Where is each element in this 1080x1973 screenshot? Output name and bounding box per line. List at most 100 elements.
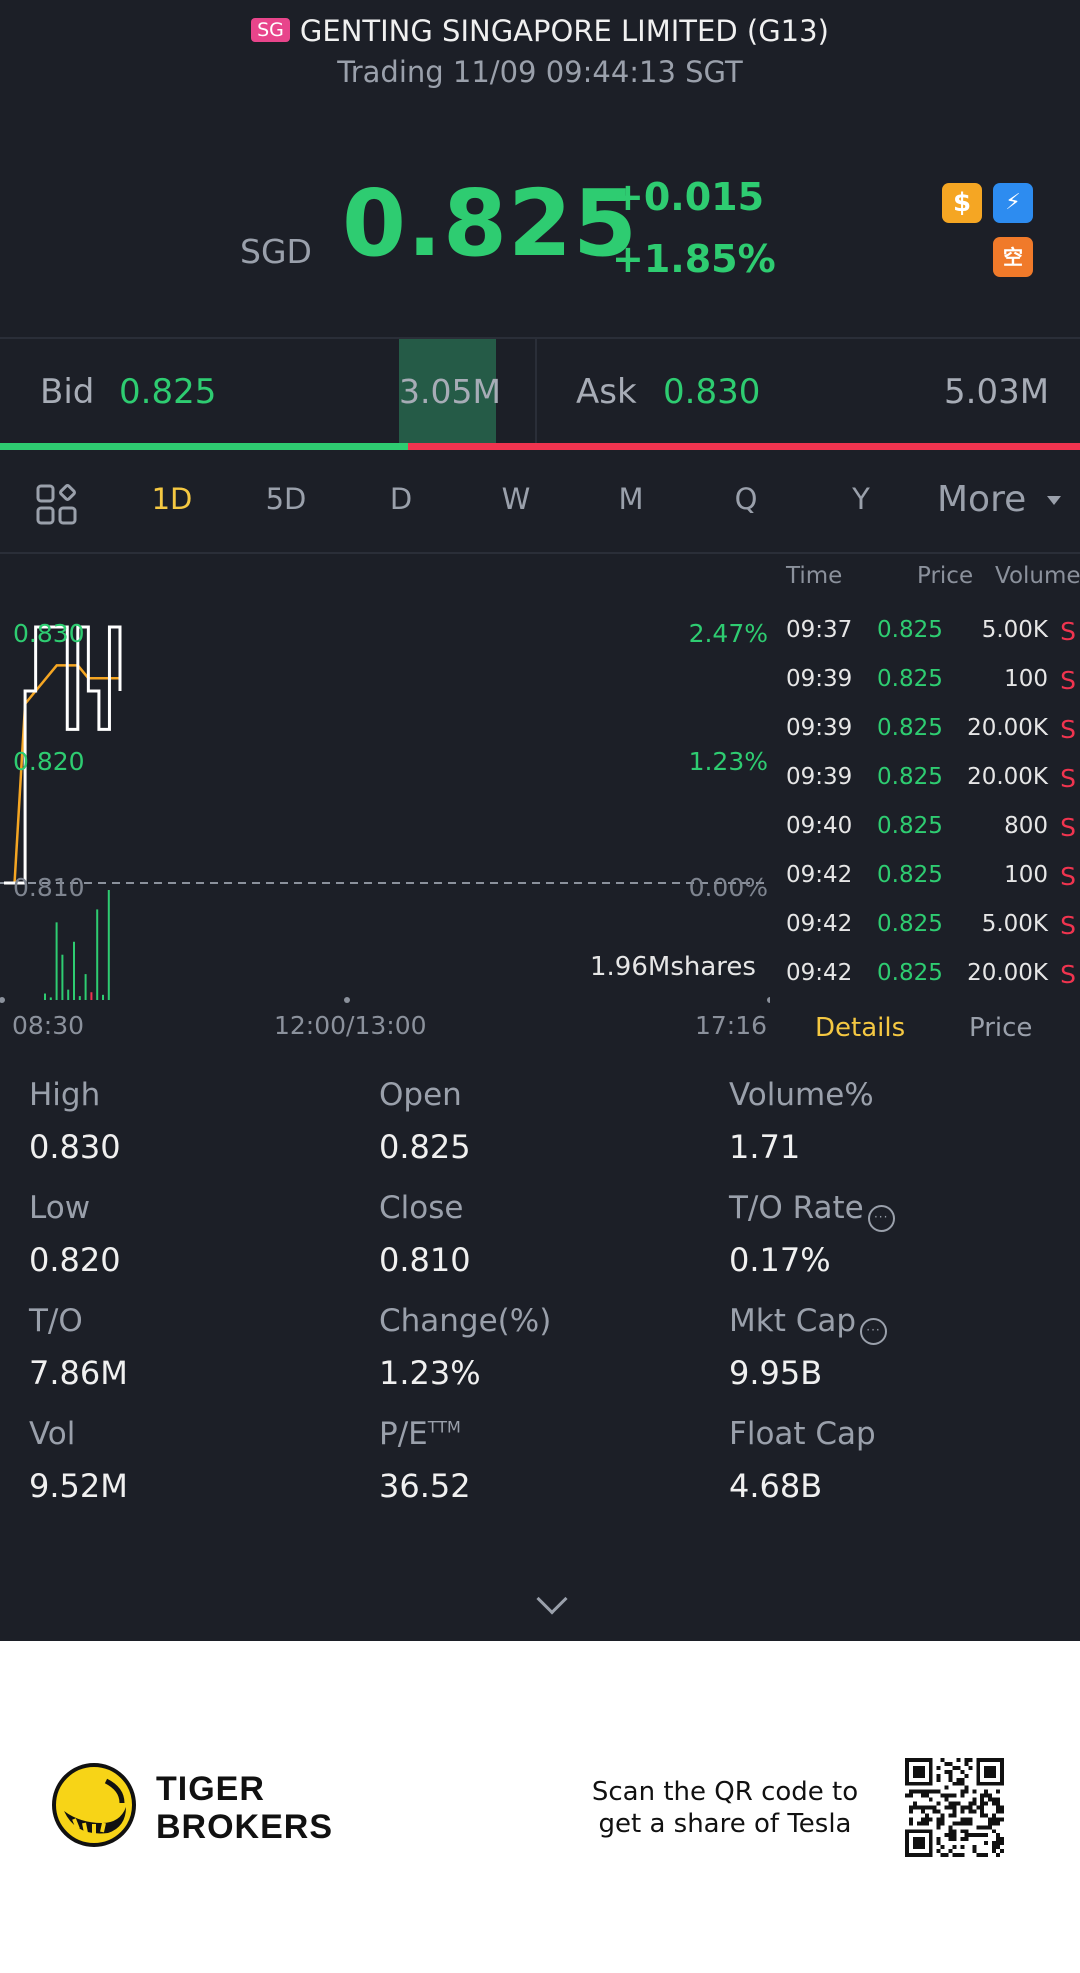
last-price: 0.825: [342, 170, 639, 277]
tab-d[interactable]: D: [389, 482, 413, 516]
ask-label: Ask: [576, 372, 637, 412]
chevron-down-icon[interactable]: [1047, 496, 1061, 505]
trades-header-volume: Volume: [995, 563, 1080, 589]
trade-side: S: [1060, 960, 1076, 989]
trade-side: S: [1060, 813, 1076, 842]
trade-volume: 5.00K: [981, 911, 1048, 937]
stat-mktcap-value: 9.95B: [729, 1354, 823, 1392]
tab-q[interactable]: Q: [734, 482, 758, 516]
tab-m[interactable]: M: [618, 482, 644, 516]
stat-open-label: Open: [379, 1077, 462, 1113]
axis-dot: [0, 997, 5, 1003]
more-info-icon[interactable]: ···: [860, 1318, 888, 1345]
lightning-level1-icon[interactable]: ⚡: [993, 183, 1033, 223]
x-axis-label-close: 17:16: [695, 1011, 768, 1040]
stock-name: GENTING SINGAPORE LIMITED (G13): [299, 14, 829, 48]
ask-price[interactable]: 0.830: [663, 372, 761, 412]
volume-bar: [84, 974, 87, 1000]
tab-1d[interactable]: 1D: [151, 482, 193, 516]
trade-price: 0.825: [877, 617, 943, 643]
stat-high-label: High: [29, 1077, 101, 1113]
stock-title: SG GENTING SINGAPORE LIMITED (G13): [0, 14, 1080, 48]
stat-mktcap-label: Mkt Cap ···: [729, 1303, 888, 1345]
average-price-line: [4, 664, 120, 885]
more-dropdown[interactable]: More: [937, 479, 1027, 520]
trade-price: 0.825: [877, 960, 943, 986]
trade-time: 09:42: [786, 862, 853, 888]
short-sell-icon[interactable]: 空: [993, 237, 1033, 277]
tab-y[interactable]: Y: [852, 482, 870, 516]
tiger-logo-icon: [52, 1763, 136, 1847]
price-line: [4, 625, 122, 885]
divider: [0, 337, 1080, 339]
volume-bar: [78, 996, 81, 1000]
trade-time: 09:40: [786, 813, 853, 839]
trades-header-time: Time: [786, 563, 843, 589]
volume-label: 1.96Mshares: [590, 952, 756, 982]
trade-time: 09:37: [786, 617, 853, 643]
stat-mktcap-label-text: Mkt Cap: [729, 1303, 857, 1339]
tiger-face-icon: [64, 1778, 126, 1834]
trade-row: 09:42 0.825 5.00K S: [770, 911, 1080, 960]
stat-pe-label: P/ETTM: [379, 1416, 461, 1452]
bid-size: 3.05M: [399, 372, 501, 411]
trade-side: S: [1060, 715, 1076, 744]
qr-code[interactable]: [905, 1758, 1004, 1857]
trade-side: S: [1060, 617, 1076, 646]
stat-close-value: 0.810: [379, 1241, 471, 1279]
bid-ask-divider: [535, 339, 537, 445]
trade-price: 0.825: [877, 764, 943, 790]
more-info-icon[interactable]: ···: [867, 1205, 895, 1232]
axis-dot: [344, 997, 350, 1003]
scan-text-line-1: Scan the QR code to: [591, 1777, 859, 1807]
ask-ratio-bar: [408, 443, 1080, 450]
intraday-chart[interactable]: [0, 555, 770, 1010]
dollar-icon[interactable]: $: [942, 183, 982, 223]
volume-bar: [96, 909, 99, 1000]
price-change: +0.015: [612, 175, 765, 219]
volume-bar: [73, 941, 75, 1000]
y-axis-label-low: 0.810: [13, 873, 85, 902]
bid-price[interactable]: 0.825: [119, 372, 217, 412]
stat-torate-label-text: T/O Rate: [729, 1190, 864, 1226]
volume-bar: [67, 989, 70, 1000]
volume-bar: [107, 890, 110, 1000]
trade-price: 0.825: [877, 911, 943, 937]
x-axis-label-midday: 12:00/13:00: [274, 1011, 427, 1040]
trade-price: 0.825: [877, 666, 943, 692]
stat-to-value: 7.86M: [29, 1354, 128, 1392]
brand-line-2: BROKERS: [156, 1808, 334, 1846]
stat-pe-label-text: P/E: [379, 1416, 428, 1452]
x-axis-label-open: 08:30: [12, 1011, 85, 1040]
trade-volume: 800: [1004, 813, 1048, 839]
stat-change-value: 1.23%: [379, 1354, 481, 1392]
volume-bar: [44, 993, 46, 1000]
tab-price[interactable]: Price: [969, 1013, 1033, 1043]
stat-volpct-label: Volume%: [729, 1077, 874, 1113]
trade-side: S: [1060, 911, 1076, 940]
stat-floatcap-value: 4.68B: [729, 1467, 823, 1505]
stat-low-value: 0.820: [29, 1241, 121, 1279]
trade-time: 09:39: [786, 764, 853, 790]
trade-row: 09:42 0.825 100 S: [770, 862, 1080, 911]
price-change-percent: +1.85%: [612, 237, 776, 281]
tab-5d[interactable]: 5D: [265, 482, 307, 516]
stat-close-label: Close: [379, 1190, 464, 1226]
y-axis-label-mid: 0.820: [13, 747, 85, 776]
tab-details[interactable]: Details: [815, 1013, 906, 1043]
divider: [0, 552, 1080, 554]
pct-axis-label-high: 2.47%: [688, 619, 768, 648]
trade-row: 09:39 0.825 20.00K S: [770, 764, 1080, 813]
volume-bar: [49, 997, 52, 1000]
y-axis-label-high: 0.830: [13, 619, 85, 648]
trade-time: 09:42: [786, 911, 853, 937]
layout-grid-icon[interactable]: [36, 484, 78, 526]
trade-price: 0.825: [877, 715, 943, 741]
ask-size: 5.03M: [944, 372, 1050, 412]
trade-price: 0.825: [877, 862, 943, 888]
tab-w[interactable]: W: [501, 482, 531, 516]
stat-volpct-value: 1.71: [729, 1128, 801, 1166]
volume-bar: [55, 922, 58, 1000]
trade-volume: 5.00K: [981, 617, 1048, 643]
stat-pe-value: 36.52: [379, 1467, 471, 1505]
